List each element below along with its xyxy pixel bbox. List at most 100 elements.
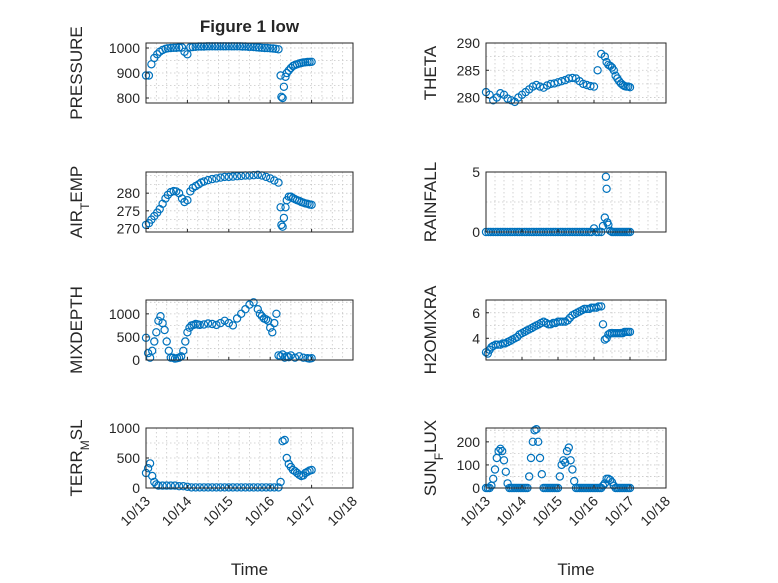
sun-flux-point	[528, 437, 538, 446]
mixdepth-point	[307, 354, 316, 363]
air-temp-point	[224, 172, 233, 182]
theta-point	[589, 82, 599, 91]
h2omixra-point	[597, 302, 606, 311]
mixdepth-point	[203, 319, 213, 328]
sun-flux-point	[525, 472, 534, 481]
sun-flux-xtick-label: 10/13	[457, 493, 493, 529]
mixdepth-point	[255, 309, 265, 318]
mixdepth-point	[270, 318, 279, 328]
mixdepth-point	[143, 348, 153, 358]
figure-title: Figure 1 low	[200, 17, 300, 36]
sun-flux-point	[606, 475, 615, 485]
sun-flux-point	[559, 456, 568, 465]
air-temp-point	[261, 172, 271, 182]
h2omixra-point	[498, 339, 508, 348]
rainfall-point	[602, 184, 611, 193]
terr-msl-xtick-label: 10/14	[158, 493, 194, 529]
air-temp-point	[216, 173, 225, 182]
pressure-point	[281, 72, 290, 82]
terr-msl-ytick-label: 0	[132, 480, 140, 496]
mixdepth-point	[236, 309, 246, 318]
theta-ytick-label: 280	[457, 90, 481, 106]
mixdepth-point	[164, 346, 173, 355]
pressure-grid	[145, 43, 354, 103]
mixdepth-point	[207, 319, 217, 329]
h2omixra-axes	[485, 299, 667, 361]
air-temp-point	[277, 220, 286, 230]
pressure-point	[263, 43, 272, 53]
air-temp-axes	[145, 171, 354, 233]
theta-point	[568, 73, 577, 83]
pressure-ytick-label: 1000	[109, 40, 140, 56]
theta-point	[553, 78, 563, 87]
sun-flux-point	[555, 472, 565, 481]
terr-msl-point	[274, 483, 283, 492]
panel-h2omixra: 4 6 H2OMIXRA	[421, 285, 667, 374]
air-temp-point	[220, 172, 229, 182]
air-temp-point	[274, 178, 283, 187]
rainfall-point	[604, 220, 613, 229]
air-temp-point	[278, 222, 287, 231]
air-temp-point	[203, 175, 213, 185]
rainfall-ytick-label: 0	[472, 224, 480, 240]
mixdepth-point	[228, 321, 238, 330]
theta-point	[593, 66, 602, 75]
terr-msl-point	[170, 481, 180, 490]
terr-msl-point	[282, 453, 291, 463]
sun-flux-point	[564, 443, 574, 452]
mixdepth-point	[253, 305, 262, 314]
sun-flux-grid	[485, 428, 667, 489]
pressure-ylabel: PRESSURE	[67, 26, 86, 120]
rainfall-grid	[485, 171, 667, 233]
sun-flux-point	[499, 456, 509, 465]
terr-msl-point	[232, 483, 242, 492]
theta-point	[550, 79, 559, 88]
mixdepth-point	[152, 328, 161, 337]
mixdepth-point	[156, 312, 165, 321]
sun-flux-point	[534, 437, 543, 446]
pressure-point	[257, 43, 267, 53]
theta-point	[579, 79, 588, 89]
pressure-point	[260, 43, 269, 53]
pressure-point	[152, 50, 162, 59]
air-temp-point	[163, 190, 173, 200]
mixdepth-point	[261, 315, 271, 324]
mixdepth-point	[183, 328, 192, 337]
air-temp-point	[276, 203, 285, 212]
h2omixra-ytick-label: 4	[472, 330, 480, 346]
sun-flux-xtick-label: 10/14	[493, 493, 529, 529]
sun-flux-point	[598, 481, 608, 490]
mixdepth-series	[141, 298, 316, 363]
pressure-point	[278, 93, 287, 103]
terr-msl-xtick-label: 10/18	[324, 493, 360, 529]
terr-msl-point	[183, 482, 192, 491]
pressure-point	[279, 82, 289, 92]
sun-flux-point	[492, 453, 501, 463]
air-temp-point	[270, 176, 279, 185]
mixdepth-point	[299, 353, 308, 362]
theta-point	[586, 81, 595, 91]
mixdepth-ytick-label: 500	[117, 329, 141, 345]
h2omixra-ylabel: H2OMIXRA	[421, 285, 440, 374]
sun-flux-point	[530, 426, 539, 435]
air-temp-point	[232, 171, 242, 181]
pressure-point	[284, 66, 293, 75]
air-temp-ytick-label: 275	[117, 203, 141, 219]
mixdepth-point	[272, 309, 281, 318]
theta-axes	[485, 42, 667, 104]
terr-msl-ytick-label: 1000	[109, 420, 140, 436]
mixdepth-point	[268, 328, 277, 337]
sun-flux-axes	[485, 427, 667, 489]
mixdepth-point	[241, 305, 250, 314]
pressure-point	[163, 44, 173, 53]
air-temp-grid	[145, 172, 354, 232]
air-temp-series	[141, 170, 316, 231]
mixdepth-point	[220, 316, 229, 325]
panel-theta: 280 285 290 THETA	[421, 35, 667, 107]
h2omixra-series	[481, 302, 635, 358]
mixdepth-point	[284, 353, 293, 362]
rainfall-axes	[485, 171, 667, 233]
terr-msl-point	[166, 481, 175, 490]
mixdepth-ytick-label: 0	[132, 352, 140, 368]
